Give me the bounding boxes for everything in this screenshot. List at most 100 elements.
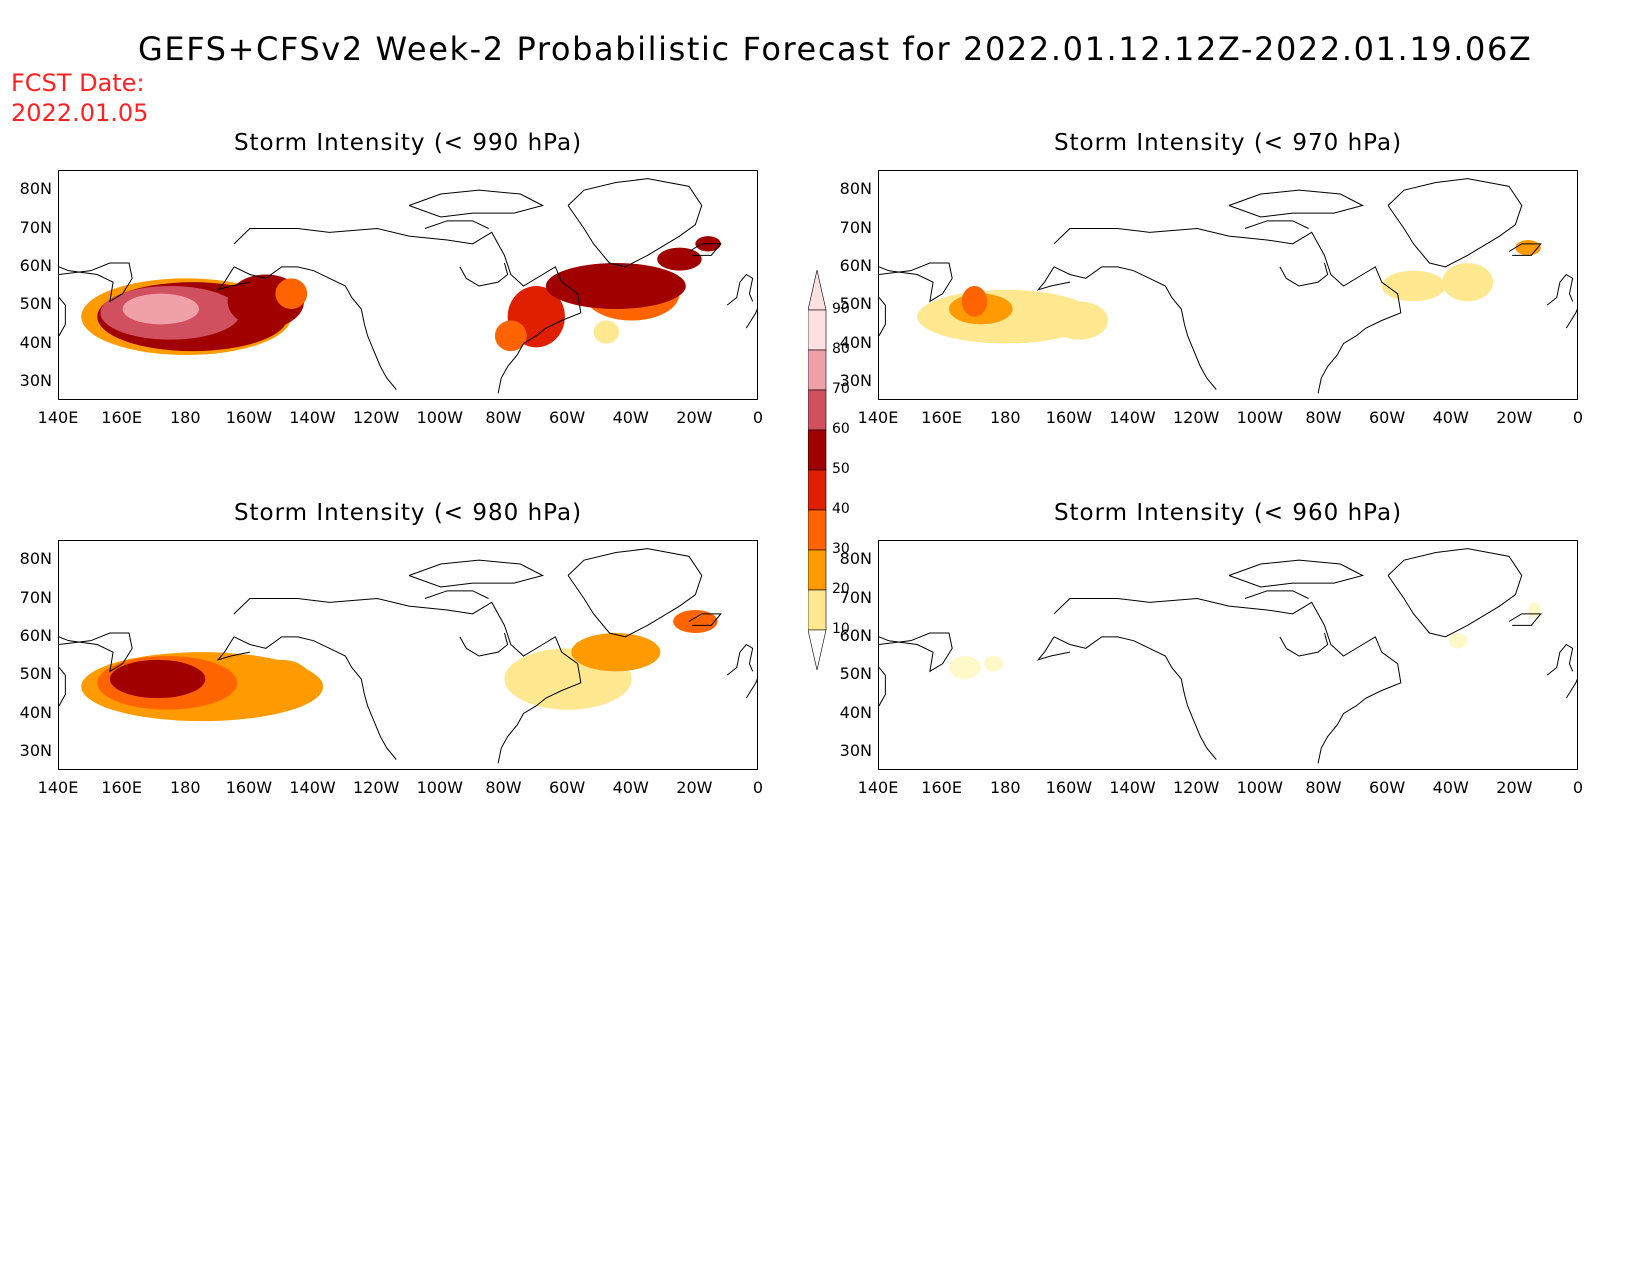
coastline	[233, 227, 582, 394]
lat-tick-label: 30N	[839, 370, 872, 390]
coastline	[459, 262, 509, 287]
probability-region	[1050, 301, 1109, 340]
lon-tick-label: 120W	[352, 408, 400, 427]
probability-region	[122, 293, 199, 325]
coastline	[1053, 636, 1217, 760]
lon-tick-label: 180	[169, 778, 201, 797]
lat-tick-label: 80N	[839, 179, 872, 199]
lat-tick-label: 40N	[19, 332, 52, 352]
coastline	[1228, 559, 1365, 588]
map-canvas	[879, 178, 1577, 394]
lat-tick-label: 60N	[839, 625, 872, 645]
lon-tick-label: 60W	[548, 408, 586, 427]
lon-tick-label: 60W	[548, 778, 586, 797]
lat-tick-label: 30N	[839, 740, 872, 760]
lat-tick-label: 70N	[839, 587, 872, 607]
probability-region	[1448, 633, 1468, 649]
lat-tick-label: 60N	[839, 255, 872, 275]
colorbar-segment	[807, 589, 827, 631]
lat-tick-label: 30N	[19, 740, 52, 760]
lon-tick-label: 160E	[101, 408, 142, 427]
lon-tick-label: 20W	[1496, 778, 1533, 797]
forecast-date-caption: FCST Date:	[11, 69, 145, 97]
map-frame	[58, 170, 758, 400]
coastline	[879, 632, 953, 673]
lon-tick-label: 140E	[857, 778, 899, 797]
lat-tick-label: 50N	[839, 294, 872, 314]
coastline	[216, 636, 251, 661]
lon-tick-label: 120W	[1172, 778, 1220, 797]
coastline	[726, 643, 754, 676]
colorbar-label: 10	[832, 621, 850, 637]
lon-tick-label: 40W	[1432, 408, 1469, 427]
coastline	[59, 297, 66, 337]
coastline	[59, 632, 133, 673]
lon-tick-label: 160E	[101, 778, 142, 797]
colorbar-label: 20	[832, 581, 850, 597]
coastline	[879, 297, 886, 337]
lon-tick-label: 80W	[1305, 778, 1342, 797]
coastline	[233, 636, 397, 760]
lat-tick-label: 70N	[839, 217, 872, 237]
lat-tick-label: 60N	[19, 255, 52, 275]
lon-tick-label: 140E	[37, 778, 79, 797]
lon-tick-label: 40W	[612, 408, 649, 427]
coastline	[233, 266, 397, 390]
coastline	[745, 678, 757, 699]
probability-region	[1381, 270, 1446, 302]
coastline	[1053, 227, 1402, 394]
lat-tick-label: 40N	[839, 332, 872, 352]
lon-tick-label: 140W	[1109, 408, 1156, 427]
lat-tick-label: 80N	[19, 179, 52, 199]
panel-title: Storm Intensity (< 980 hPa)	[233, 500, 583, 526]
coastline	[1565, 678, 1577, 699]
map-frame	[878, 540, 1578, 770]
coastline	[408, 189, 545, 218]
lon-tick-label: 100W	[416, 408, 463, 427]
coastline	[424, 220, 489, 229]
lon-tick-label: 20W	[676, 408, 713, 427]
panel-title: Storm Intensity (< 990 hPa)	[233, 130, 583, 156]
lat-tick-label: 50N	[839, 664, 872, 684]
main-title: GEFS+CFSv2 Week-2 Probabilistic Forecast…	[138, 30, 1533, 68]
colorbar-segment	[807, 509, 827, 551]
colorbar-label: 50	[832, 461, 850, 477]
lon-tick-label: 60W	[1368, 778, 1406, 797]
forecast-date-label: FCST Date: 2022.01.05	[11, 68, 148, 128]
map-canvas	[59, 178, 757, 394]
colorbar-label: 60	[832, 421, 850, 437]
coastline	[1053, 597, 1402, 764]
lon-tick-label: 0	[1572, 408, 1584, 427]
coastline	[408, 559, 545, 588]
lon-tick-label: 180	[169, 408, 201, 427]
lon-tick-label: 180	[989, 778, 1021, 797]
colorbar-segment	[807, 469, 827, 511]
lat-tick-label: 50N	[19, 664, 52, 684]
lon-tick-label: 180	[989, 408, 1021, 427]
coastline	[1244, 220, 1309, 229]
lon-tick-label: 80W	[485, 408, 522, 427]
colorbar-swatches	[807, 269, 827, 671]
coastline	[1244, 590, 1309, 599]
lat-tick-label: 30N	[19, 370, 52, 390]
colorbar-segment	[807, 349, 827, 391]
lat-tick-label: 60N	[19, 625, 52, 645]
lon-tick-label: 140W	[289, 408, 336, 427]
coastline	[424, 590, 489, 599]
lon-tick-label: 20W	[676, 778, 713, 797]
lon-tick-label: 40W	[1432, 778, 1469, 797]
lat-tick-label: 70N	[19, 587, 52, 607]
coastline	[567, 178, 703, 268]
coastline	[216, 266, 251, 291]
colorbar-label: 70	[832, 381, 850, 397]
probability-region	[984, 656, 1004, 672]
probability-region	[275, 278, 308, 309]
colorbar-segment	[807, 389, 827, 431]
coastline	[1387, 178, 1523, 268]
coastline	[1508, 613, 1542, 626]
lon-tick-label: 140E	[857, 408, 899, 427]
lon-tick-label: 160W	[225, 408, 273, 427]
map-canvas	[59, 548, 757, 764]
coastline	[1036, 636, 1071, 661]
lon-tick-label: 140W	[1109, 778, 1156, 797]
